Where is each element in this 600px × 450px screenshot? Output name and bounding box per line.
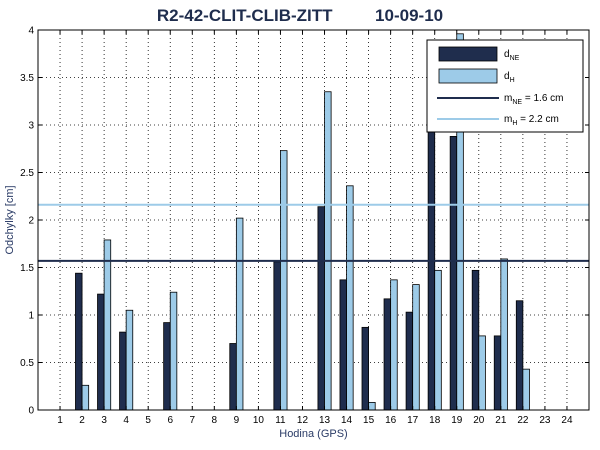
bar-ne — [361, 326, 369, 411]
x-axis-title: Hodina (GPS) — [279, 428, 347, 440]
bar-ne — [119, 331, 127, 411]
y-tick-label: 1 — [28, 311, 34, 322]
x-tick-label: 12 — [297, 415, 309, 426]
x-tick-label: 7 — [189, 415, 195, 426]
x-tick-label: 17 — [407, 415, 419, 426]
x-tick-label: 9 — [234, 415, 240, 426]
bar-ne — [317, 206, 325, 411]
bar-h — [81, 384, 90, 411]
legend-label-mean-h: mH = 2.2 cm — [504, 114, 559, 127]
chart-title-date: 10-09-10 — [375, 6, 444, 25]
x-tick-label: 20 — [473, 415, 485, 426]
x-tick-label: 1 — [57, 415, 63, 426]
x-tick-label: 6 — [167, 415, 173, 426]
bar-ne — [75, 272, 83, 411]
y-tick-label: 2 — [28, 216, 34, 227]
reference-lines-layer — [38, 203, 589, 262]
legend-swatch-h — [438, 68, 498, 84]
x-tick-label: 18 — [429, 415, 441, 426]
chart-title-id: R2-42-CLIT-CLIB-ZITT — [156, 6, 333, 25]
bar-ne — [163, 322, 171, 411]
y-tick-label: 3.5 — [20, 73, 34, 84]
bar-ne — [449, 135, 458, 411]
x-tick-label: 14 — [341, 415, 353, 426]
y-tick-label: 4 — [28, 26, 34, 37]
x-tick-label: 2 — [79, 415, 85, 426]
y-axis-title: Odchylky [cm] — [4, 185, 16, 254]
x-tick-label: 13 — [319, 415, 331, 426]
bar-h — [103, 239, 112, 411]
bar-h — [390, 279, 398, 411]
bar-h — [412, 284, 420, 411]
legend-label-h: dH — [504, 71, 515, 84]
x-tick-label: 24 — [561, 415, 573, 426]
y-tick-label: 0.5 — [20, 358, 34, 369]
bar-ne — [493, 335, 502, 411]
legend-label-ne: dNE — [504, 49, 520, 62]
bar-h — [235, 217, 244, 411]
bar-h — [478, 335, 486, 411]
x-tick-label: 15 — [363, 415, 375, 426]
bar-h — [368, 401, 376, 411]
x-tick-label: 3 — [101, 415, 107, 426]
x-tick-label: 23 — [539, 415, 551, 426]
x-tick-label: 19 — [451, 415, 463, 426]
bar-ne — [405, 311, 414, 411]
legend-label-mean-ne: mNE = 1.6 cm — [504, 93, 563, 106]
y-tick-label: 3 — [28, 121, 34, 132]
bar-h — [522, 368, 530, 411]
x-tick-label: 16 — [385, 415, 397, 426]
x-tick-label: 4 — [123, 415, 129, 426]
ticks-layer: 00.511.522.533.541 2 3 4 5 6 7 8 9 10 11 12 13 14 15 16… — [20, 26, 589, 426]
bar-ne — [383, 298, 392, 411]
chart-title: R2-42-CLIT-CLIB-ZITT 10-09-10 — [0, 6, 600, 26]
bar-ne — [339, 279, 347, 411]
x-tick-label: 21 — [495, 415, 507, 426]
y-tick-label: 2.5 — [20, 168, 34, 179]
bar-h — [500, 258, 508, 411]
bar-ne — [97, 293, 105, 411]
legend: dNE dH mNE = 1.6 cm mH = 2.2 cm — [426, 39, 584, 133]
bar-h — [346, 185, 354, 411]
bar-ne — [427, 124, 436, 411]
bar-h — [169, 291, 178, 411]
y-tick-label: 0 — [28, 406, 34, 417]
bar-h — [280, 150, 288, 411]
bar-ne — [471, 269, 480, 411]
x-tick-label: 11 — [275, 415, 286, 426]
legend-swatch-ne — [438, 46, 498, 62]
bar-h — [434, 269, 442, 411]
bar-h — [125, 309, 134, 411]
x-tick-label: 22 — [517, 415, 529, 426]
x-tick-label: 10 — [253, 415, 265, 426]
x-tick-label: 5 — [145, 415, 151, 426]
bar-ne — [515, 300, 524, 411]
x-tick-label: 8 — [212, 415, 218, 426]
bar-ne — [229, 343, 237, 411]
bar-h — [324, 91, 332, 411]
y-tick-label: 1.5 — [20, 263, 34, 274]
bar-ne — [273, 261, 281, 411]
